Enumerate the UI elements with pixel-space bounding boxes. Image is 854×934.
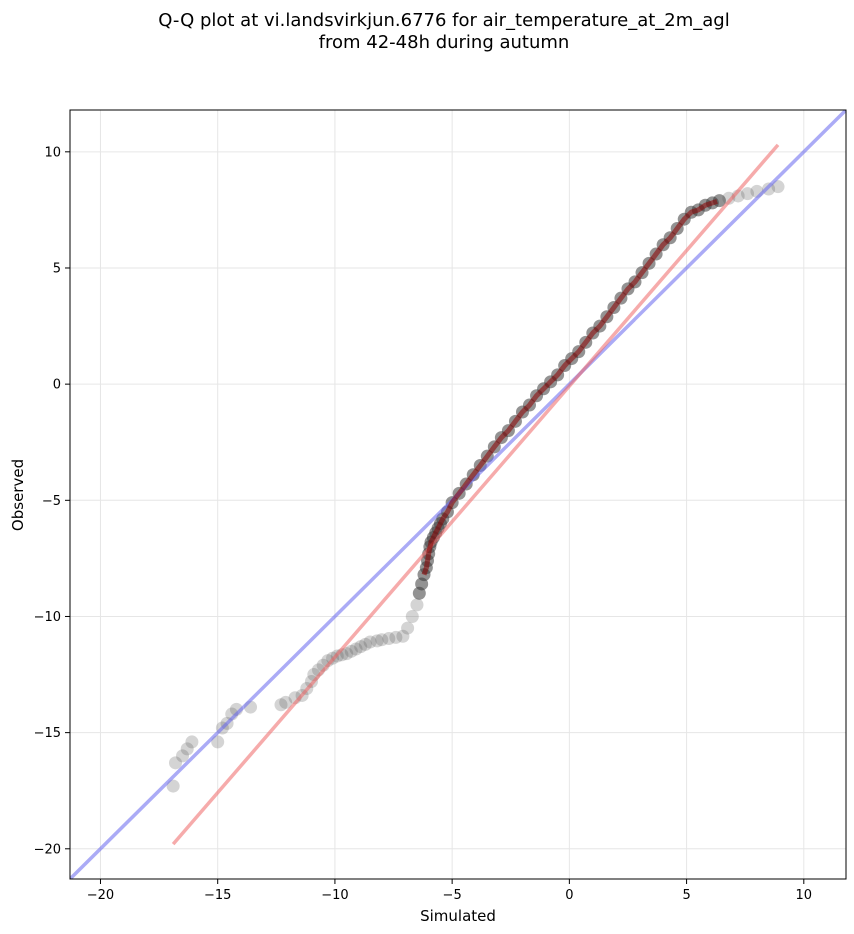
qq-point: [349, 642, 363, 656]
chart-title-line-1: Q-Q plot at vi.landsvirkjun.6776 for air…: [158, 10, 729, 31]
qq-point: [401, 621, 415, 635]
qq-point: [344, 644, 358, 658]
chart-title: Q-Q plot at vi.landsvirkjun.6776 for air…: [158, 10, 729, 53]
x-tick-label: −15: [204, 888, 231, 903]
qq-point: [771, 180, 785, 194]
qq-point: [185, 735, 199, 749]
x-tick-label: 5: [682, 888, 690, 903]
qq-point: [410, 598, 424, 612]
y-tick-label: −15: [34, 726, 61, 741]
qq-point: [389, 630, 403, 644]
qq-point: [363, 635, 377, 649]
x-axis-label: Simulated: [420, 907, 496, 925]
x-tick-label: 10: [796, 888, 813, 903]
gridlines: [70, 110, 846, 879]
qq-point: [176, 749, 190, 763]
y-axis-label: Observed: [9, 459, 27, 531]
qq-point: [722, 191, 736, 205]
qq-point: [340, 647, 354, 661]
x-axis-ticks: −20 −15 −10 −5 0 5 10: [87, 879, 812, 903]
y-tick-label: 5: [53, 261, 61, 276]
qq-point: [358, 637, 372, 651]
y-tick-label: 0: [53, 378, 61, 393]
x-tick-label: −5: [443, 888, 462, 903]
plot-area: [70, 110, 846, 879]
qq-point: [382, 632, 396, 646]
y-tick-label: −5: [42, 494, 61, 509]
qq-point: [370, 634, 384, 648]
qq-point: [180, 742, 194, 756]
y-tick-label: −20: [34, 842, 61, 857]
qq-point: [279, 695, 293, 709]
qq-point: [166, 779, 180, 793]
x-tick-label: 0: [565, 888, 573, 903]
x-tick-label: −20: [87, 888, 114, 903]
chart-title-line-2: from 42-48h during autumn: [319, 32, 570, 53]
qq-point: [741, 187, 755, 201]
qq-point: [396, 629, 410, 643]
qq-point: [405, 609, 419, 623]
y-tick-label: 10: [44, 145, 61, 160]
dense-quantile-band: [421, 199, 718, 576]
x-tick-label: −10: [321, 888, 348, 903]
qq-point: [211, 735, 225, 749]
qq-point: [274, 698, 288, 712]
y-axis-ticks: −20 −15 −10 −5 0 5 10: [34, 145, 70, 857]
plot-frame: [69, 109, 847, 880]
qq-point: [168, 756, 182, 770]
qq-point: [375, 633, 389, 647]
y-tick-label: −10: [34, 610, 61, 625]
qq-point: [354, 640, 368, 654]
fit-line: [171, 143, 780, 846]
